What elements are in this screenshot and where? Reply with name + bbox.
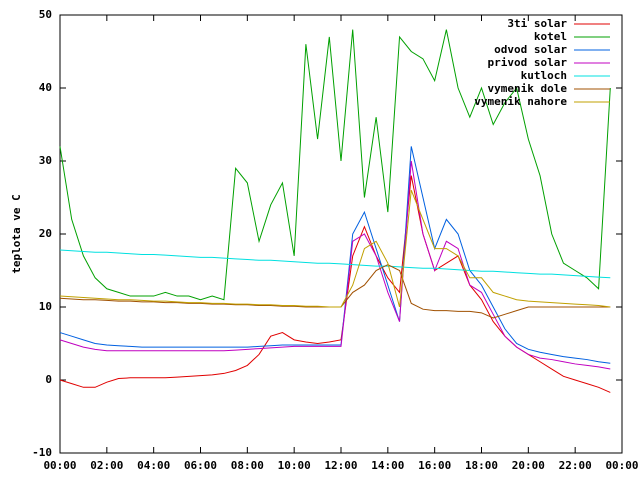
x-tick-label: 06:00 [184, 459, 217, 472]
x-tick-label: 18:00 [465, 459, 498, 472]
x-tick-label: 16:00 [418, 459, 451, 472]
x-tick-label: 04:00 [137, 459, 170, 472]
y-tick-label: 20 [39, 227, 52, 240]
series-line [59, 29, 611, 301]
x-tick-label: 08:00 [231, 459, 264, 472]
y-tick-label: 50 [39, 8, 52, 21]
x-tick-label: 12:00 [324, 459, 357, 472]
x-tick-label: 22:00 [559, 459, 592, 472]
y-tick-label: 10 [39, 300, 52, 313]
legend-label: 3ti solar [507, 17, 567, 30]
series-line [59, 146, 611, 364]
legend-label: kutloch [521, 69, 567, 82]
x-tick-label: 00:00 [605, 459, 638, 472]
y-tick-label: 40 [39, 81, 52, 94]
series-line [59, 190, 611, 308]
series-line [59, 249, 611, 279]
x-tick-label: 14:00 [371, 459, 404, 472]
y-axis-label: teplota ve C [10, 194, 23, 273]
series-line [59, 160, 611, 370]
x-tick-label: 00:00 [43, 459, 76, 472]
legend-label: privod solar [488, 56, 568, 69]
legend-label: kotel [534, 30, 567, 43]
series-line [59, 264, 611, 319]
legend-label: vymenik nahore [474, 95, 567, 108]
y-tick-label: 0 [45, 373, 52, 386]
y-tick-label: 30 [39, 154, 52, 167]
legend-label: odvod solar [494, 43, 567, 56]
y-tick-label: -10 [32, 446, 52, 459]
x-tick-label: 10:00 [278, 459, 311, 472]
series-line [59, 175, 611, 393]
x-tick-label: 20:00 [512, 459, 545, 472]
legend-label: vymenik dole [488, 82, 568, 95]
x-tick-label: 02:00 [90, 459, 123, 472]
